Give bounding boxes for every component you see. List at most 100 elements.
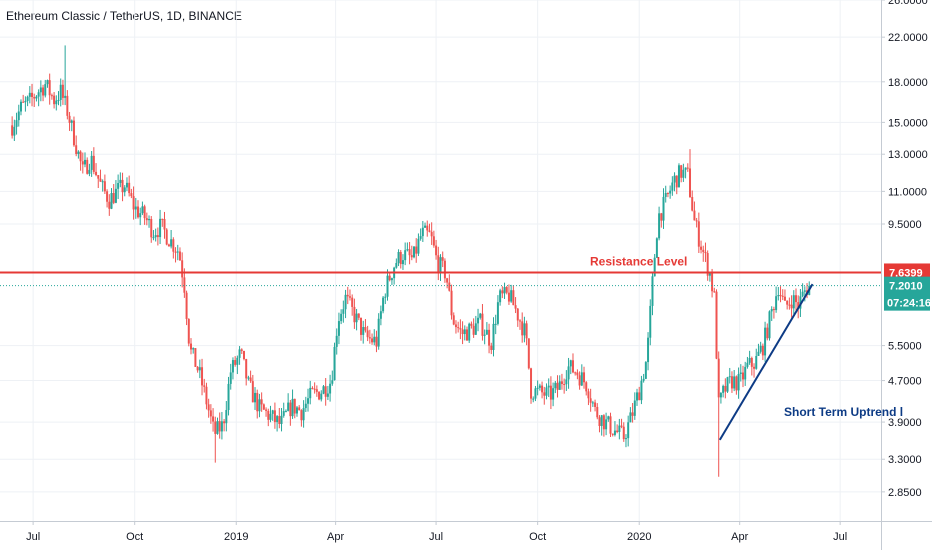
- candle-body: [554, 382, 557, 389]
- candle-body: [488, 329, 491, 346]
- candle-body: [587, 391, 590, 399]
- price-axis-label: 18.0000: [888, 77, 928, 89]
- candle-body: [521, 321, 524, 336]
- price-axis-label: 13.0000: [888, 149, 928, 161]
- candle-body: [468, 323, 471, 341]
- candle-body: [496, 302, 499, 324]
- candle-body: [75, 145, 78, 154]
- candle-body: [741, 372, 744, 380]
- candle-body: [205, 386, 208, 405]
- candle-body: [543, 392, 546, 396]
- last-price-badge: [884, 276, 930, 311]
- candle-body: [295, 407, 298, 414]
- candle-body: [547, 385, 550, 388]
- candle-body: [35, 96, 38, 99]
- candle-body: [671, 182, 674, 191]
- candle-body: [494, 323, 497, 325]
- candle-body: [57, 99, 60, 101]
- candle-body: [280, 415, 283, 424]
- candle-body: [761, 345, 764, 356]
- candle-body: [611, 433, 614, 435]
- candle-body: [401, 260, 404, 265]
- candle-body: [152, 237, 155, 239]
- price-axis-label: 3.9000: [888, 417, 922, 429]
- candle-body: [377, 318, 380, 347]
- price-axis-label: 3.3000: [888, 454, 922, 466]
- candle-body: [598, 417, 601, 426]
- candle-body: [128, 182, 131, 194]
- candle-body: [267, 410, 270, 420]
- candle-body: [516, 308, 519, 321]
- candle-body: [247, 377, 250, 379]
- candle-body: [541, 385, 544, 393]
- candle-body: [298, 407, 301, 411]
- chart-title: Ethereum Classic / TetherUS, 1D, BINANCE: [6, 9, 242, 23]
- candle-body: [382, 297, 385, 312]
- candle-body: [618, 425, 621, 432]
- candle-body: [461, 329, 464, 335]
- candle-body: [50, 95, 53, 97]
- candle-body: [413, 246, 416, 258]
- candle-body: [132, 196, 135, 210]
- candle-body: [459, 328, 462, 330]
- candle-body: [552, 388, 555, 400]
- candle-body: [64, 95, 67, 98]
- candle-body: [803, 290, 806, 292]
- candle-body: [465, 329, 468, 341]
- candle-body: [799, 296, 802, 309]
- candle-body: [231, 360, 234, 373]
- price-axis-label: 4.7000: [888, 376, 922, 388]
- candle-body: [189, 343, 192, 350]
- candle-body: [549, 385, 552, 400]
- candle-body: [324, 386, 327, 397]
- candle-body: [19, 101, 22, 112]
- candle-body: [655, 238, 658, 258]
- candle-body: [17, 111, 20, 121]
- candle-body: [530, 368, 533, 399]
- candle-body: [640, 380, 643, 401]
- candle-body: [344, 294, 347, 310]
- candle-body: [644, 362, 647, 379]
- candle-body: [103, 181, 106, 192]
- candle-body: [739, 372, 742, 375]
- candle-body: [675, 175, 678, 188]
- candle-body: [622, 426, 625, 440]
- candle-body: [722, 385, 725, 393]
- candle-body: [39, 87, 42, 93]
- time-axis-label: 2020: [627, 531, 651, 543]
- candle-body: [55, 100, 58, 105]
- candle-body: [660, 213, 663, 221]
- candle-body: [209, 410, 212, 417]
- candle-body: [602, 415, 605, 430]
- candle-body: [172, 239, 175, 252]
- time-axis-label: Jul: [26, 531, 40, 543]
- candle-body: [759, 345, 762, 352]
- candle-body: [355, 313, 358, 323]
- candle-body: [576, 372, 579, 376]
- candle-body: [578, 375, 581, 386]
- candle-body: [669, 190, 672, 194]
- candle-body: [265, 409, 268, 411]
- candle-body: [362, 327, 365, 335]
- candle-body: [726, 377, 729, 392]
- candle-body: [591, 402, 594, 404]
- candle-body: [106, 191, 109, 202]
- candle-body: [580, 372, 583, 386]
- candle-body: [348, 296, 351, 298]
- candle-body: [565, 379, 568, 385]
- candle-body: [92, 155, 95, 172]
- candle-body: [788, 304, 791, 306]
- candle-body: [269, 413, 272, 420]
- candle-body: [786, 300, 789, 305]
- candle-body: [556, 382, 559, 390]
- candle-body: [532, 398, 535, 400]
- candle-body: [125, 182, 128, 188]
- candle-body: [397, 252, 400, 263]
- candle-body: [585, 382, 588, 392]
- candle-body: [245, 359, 248, 379]
- candle-body: [408, 249, 411, 256]
- candle-body: [220, 421, 223, 432]
- candle-body: [42, 87, 45, 96]
- candle-body: [426, 225, 429, 231]
